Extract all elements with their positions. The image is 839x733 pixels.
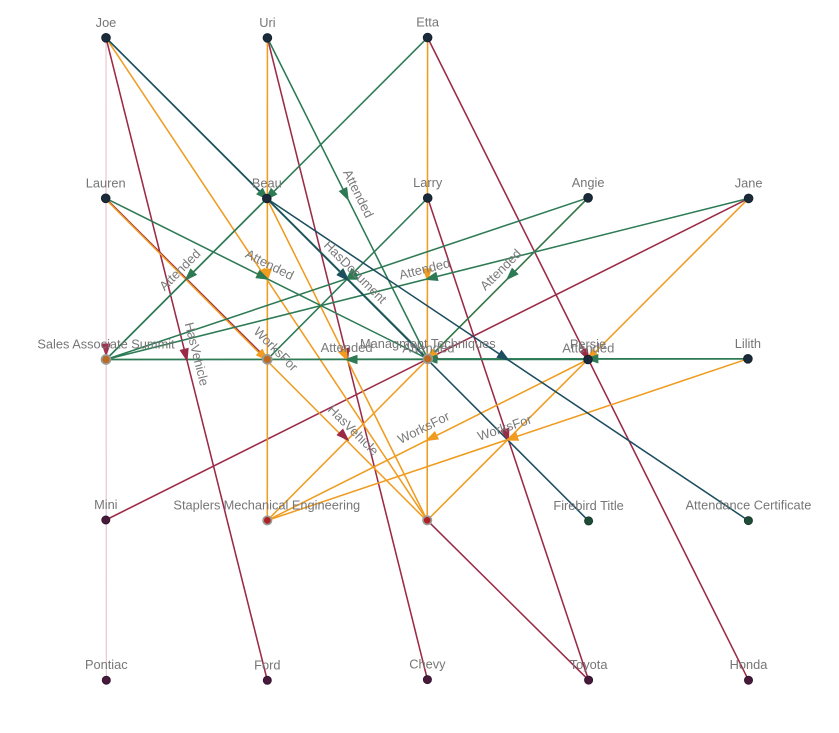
svg-text:Ford: Ford	[254, 657, 280, 672]
svg-text:Jane: Jane	[735, 175, 763, 190]
svg-text:Pontiac: Pontiac	[85, 657, 128, 672]
svg-text:Etta: Etta	[416, 15, 440, 30]
svg-text:Persie: Persie	[570, 337, 606, 352]
svg-text:Staplers: Staplers	[173, 498, 220, 513]
svg-text:Toyota: Toyota	[570, 657, 609, 672]
svg-text:Mechanical Engineering: Mechanical Engineering	[224, 498, 361, 513]
svg-text:Attendance Certificate: Attendance Certificate	[685, 498, 811, 513]
svg-text:Joe: Joe	[96, 15, 117, 30]
svg-text:Angie: Angie	[572, 175, 605, 190]
svg-text:Uri: Uri	[259, 15, 275, 30]
svg-text:Lilith: Lilith	[735, 336, 761, 351]
svg-text:Sales Associate Summit: Sales Associate Summit	[37, 337, 175, 352]
svg-text:Beau: Beau	[252, 176, 282, 191]
svg-text:Attended: Attended	[562, 341, 614, 356]
svg-text:Attended: Attended	[402, 340, 454, 355]
svg-text:Attended: Attended	[243, 246, 296, 283]
svg-text:Firebird Title: Firebird Title	[553, 498, 623, 513]
svg-text:Mini: Mini	[94, 497, 117, 512]
svg-text:Lauren: Lauren	[86, 175, 126, 190]
svg-text:Larry: Larry	[413, 175, 443, 190]
svg-text:Honda: Honda	[730, 657, 769, 672]
svg-text:Attended: Attended	[321, 340, 373, 355]
svg-text:Managment Techniques: Managment Techniques	[360, 336, 496, 351]
svg-text:Chevy: Chevy	[409, 657, 446, 672]
